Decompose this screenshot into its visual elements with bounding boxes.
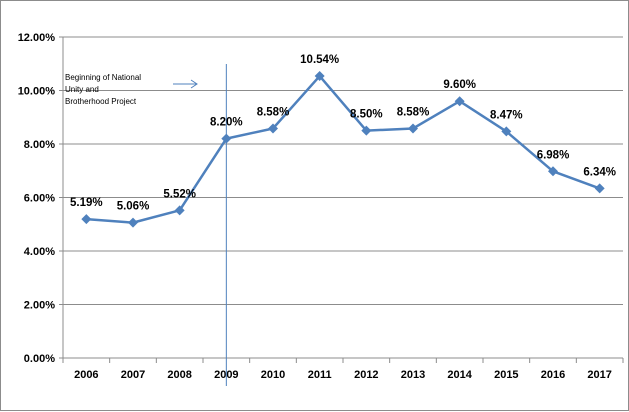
data-label: 5.19%	[70, 197, 103, 209]
data-point-marker	[501, 126, 512, 137]
y-tick-label: 12.00%	[18, 32, 56, 44]
series-path	[86, 74, 601, 224]
axes	[59, 36, 624, 363]
y-tick-label: 4.00%	[24, 246, 55, 258]
y-tick-label: 8.00%	[24, 139, 55, 151]
data-point-marker	[314, 71, 325, 82]
data-point-marker	[548, 166, 558, 177]
y-tick-labels: 0.00% 2.00% 4.00% 6.00% 8.00% 10.00% 12.00%	[18, 32, 56, 365]
annotation-arrowhead	[190, 79, 198, 89]
data-point-marker	[361, 125, 372, 136]
gridlines	[63, 36, 623, 305]
x-tick-label: 2006	[74, 369, 98, 381]
y-tick-label: 10.00%	[18, 86, 56, 98]
data-label: 5.06%	[117, 201, 150, 213]
data-point-marker	[128, 217, 138, 228]
x-tick-label: 2012	[354, 369, 378, 381]
y-tick-label: 0.00%	[24, 353, 55, 365]
x-tick-label: 2010	[261, 369, 285, 381]
data-label: 5.52%	[163, 188, 196, 200]
y-tick-label: 2.00%	[24, 300, 55, 312]
data-point-marker	[454, 96, 465, 107]
series-line	[81, 71, 605, 228]
x-tick-label: 2015	[494, 369, 518, 381]
data-point-marker	[221, 133, 232, 144]
data-label: 9.60%	[443, 79, 476, 91]
data-point-marker	[408, 123, 418, 134]
annotation-text: Brotherhood Project	[65, 97, 137, 106]
data-point-marker	[268, 123, 278, 134]
annotation: Beginning of National Unity and Brotherhoo…	[65, 64, 227, 386]
data-label: 8.58%	[257, 106, 290, 118]
data-label: 8.50%	[350, 109, 383, 121]
data-labels: 5.19% 5.06% 5.52% 8.20% 8.58% 10.54% 8.50% 8.58…	[70, 54, 616, 213]
x-tick-label: 2011	[308, 369, 332, 381]
data-label: 8.47%	[490, 109, 523, 121]
x-tick-label: 2013	[401, 369, 425, 381]
x-tick-label: 2017	[587, 369, 611, 381]
x-tick-label: 2008	[167, 369, 191, 381]
x-tick-label: 2007	[121, 369, 145, 381]
annotation-text: Beginning of National	[65, 73, 141, 82]
data-label: 10.54%	[300, 54, 339, 66]
data-point-marker	[594, 183, 605, 194]
x-tick-label: 2016	[541, 369, 565, 381]
annotation-text: Unity and	[65, 85, 99, 94]
x-tick-labels: 2006 2007 2008 2009 2010 2011 2012 2013 2014 2015…	[74, 369, 612, 381]
data-label: 8.58%	[397, 106, 430, 118]
data-point-marker	[81, 214, 92, 225]
data-point-marker	[174, 205, 185, 216]
y-tick-label: 6.00%	[24, 193, 55, 205]
data-label: 8.20%	[210, 117, 243, 129]
x-tick-label: 2014	[447, 369, 472, 381]
data-label: 6.98%	[537, 149, 570, 161]
data-label: 6.34%	[583, 166, 616, 178]
